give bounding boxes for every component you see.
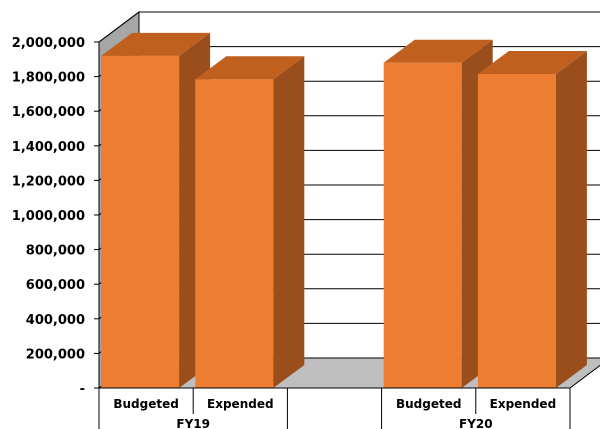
y-tick-label: 1,400,000 bbox=[12, 140, 85, 155]
x-axis: Budgeted Expended FY19 Budgeted Expended FY20 bbox=[98, 387, 571, 429]
y-tick-label: 1,000,000 bbox=[12, 209, 85, 224]
bar-side bbox=[555, 51, 587, 388]
bar-top bbox=[195, 56, 305, 80]
x-group-label: FY19 bbox=[176, 417, 210, 429]
gridline-side bbox=[98, 11, 140, 43]
y-tick-label: 800,000 bbox=[26, 244, 85, 259]
y-tick-label: 200,000 bbox=[26, 347, 85, 362]
bar-top bbox=[101, 32, 211, 56]
y-tick-label: 400,000 bbox=[26, 313, 85, 328]
x-category-label: Expended bbox=[490, 397, 557, 411]
y-tick-label: 1,800,000 bbox=[12, 71, 85, 86]
y-tick-label: - bbox=[80, 382, 85, 397]
bar-front bbox=[195, 79, 274, 388]
y-tick-label: 600,000 bbox=[26, 278, 85, 293]
x-category-label: Expended bbox=[207, 397, 274, 411]
bar-side bbox=[273, 56, 305, 388]
y-tick-label: 1,200,000 bbox=[12, 174, 85, 189]
x-group-label: FY20 bbox=[459, 417, 493, 429]
bar-top bbox=[477, 51, 587, 75]
y-axis: - 200,000 400,000 600,000 800,000 1,000,000 1,… bbox=[12, 36, 99, 397]
x-category-label: Budgeted bbox=[396, 397, 461, 411]
bars bbox=[101, 32, 587, 389]
bar-front bbox=[101, 55, 180, 389]
y-tick-label: 1,600,000 bbox=[12, 105, 85, 120]
bar-top bbox=[383, 39, 493, 63]
x-category-label: Budgeted bbox=[113, 397, 178, 411]
bar-front bbox=[477, 74, 556, 388]
bar-front bbox=[383, 62, 462, 388]
y-tick-label: 2,000,000 bbox=[12, 36, 85, 51]
